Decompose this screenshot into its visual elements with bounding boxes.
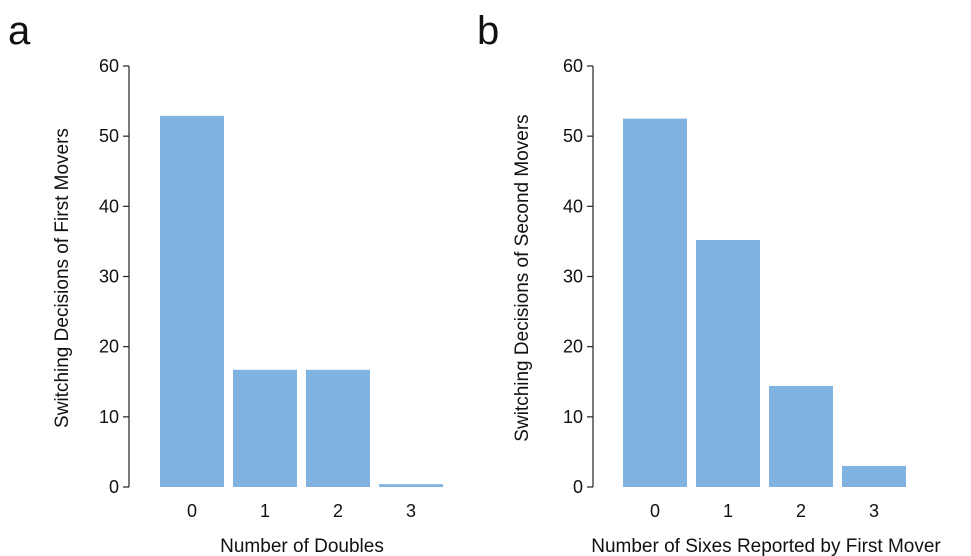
panel-a-y-tick-label-10: 10: [99, 407, 119, 427]
panel-a-y-tick-label-30: 30: [99, 267, 119, 287]
panel-b-y-tick-label-10: 10: [563, 407, 583, 427]
panel-a-y-tick-label-0: 0: [109, 477, 119, 497]
panel-b-bar-0: [623, 118, 687, 487]
panel-b-label: b: [477, 9, 499, 53]
panel-b-x-tick-label-1: 1: [723, 501, 733, 521]
panel-a-bar-2: [306, 369, 370, 487]
panel-b-x-tick-label-0: 0: [650, 501, 660, 521]
panel-b-x-tick-label-3: 3: [869, 501, 879, 521]
panel-a-y-axis-label: Switching Decisions of First Movers: [52, 128, 73, 428]
panel-b-x-axis: 0 1 2 3: [650, 501, 879, 521]
panel-a-x-tick-label-1: 1: [260, 501, 270, 521]
panel-a-x-axis-label: Number of Doubles: [220, 536, 384, 556]
panel-b-y-axis: 0 10 20 30 40 50 60: [563, 56, 594, 497]
panel-a-bar-0: [160, 115, 224, 488]
panel-b-bar-3: [842, 465, 906, 487]
panel-a-bar-3: [379, 484, 443, 487]
panel-a-y-tick-label-20: 20: [99, 337, 119, 357]
panel-a-bars: [160, 115, 443, 488]
panel-a-y-tick-label-60: 60: [99, 56, 119, 76]
panel-b-x-axis-label: Number of Sixes Reported by First Mover: [591, 536, 941, 556]
panel-b-y-tick-label-0: 0: [573, 477, 583, 497]
panel-b-bar-2: [769, 385, 833, 487]
panel-b: b 0 10 20 30 40 50 60 0 1 2 3 Number of Sixes Rep…: [477, 9, 941, 556]
panel-a-x-tick-label-2: 2: [333, 501, 343, 521]
panel-a-x-tick-label-3: 3: [406, 501, 416, 521]
panel-b-y-axis-label: Switching Decisions of Second Movers: [512, 114, 533, 441]
panel-a-x-axis: 0 1 2 3: [187, 501, 416, 521]
panel-a-x-tick-label-0: 0: [187, 501, 197, 521]
panel-b-x-tick-label-2: 2: [796, 501, 806, 521]
panel-a-y-axis: 0 10 20 30 40 50 60: [99, 56, 130, 497]
panel-a-y-tick-label-40: 40: [99, 196, 119, 216]
panel-a-label: a: [8, 9, 31, 53]
panel-b-y-tick-label-20: 20: [563, 337, 583, 357]
panel-b-y-tick-label-60: 60: [563, 56, 583, 76]
panel-a-y-tick-label-50: 50: [99, 126, 119, 146]
panel-a: a 0 10 20 30 40 50 60 0 1 2 3 Number of Doubles S…: [8, 9, 443, 556]
panel-b-y-tick-label-40: 40: [563, 196, 583, 216]
panel-b-y-tick-label-50: 50: [563, 126, 583, 146]
panel-b-bar-1: [696, 240, 760, 487]
panel-b-y-tick-label-30: 30: [563, 267, 583, 287]
panel-a-bar-1: [233, 369, 297, 487]
panel-b-bars: [623, 118, 906, 487]
